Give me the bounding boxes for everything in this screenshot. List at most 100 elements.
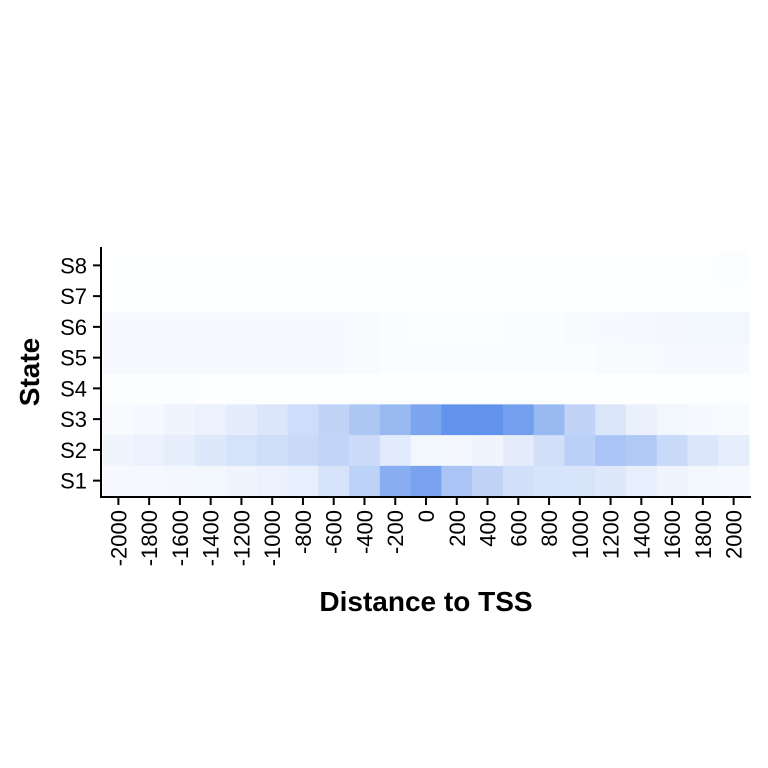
x-tick-label-200: 200	[445, 510, 470, 547]
heatmap-cell-s8-400	[472, 250, 504, 282]
heatmap-cell-s8-1200	[595, 250, 627, 282]
heatmap-cell-s4-1400	[625, 373, 658, 405]
heatmap-cell-s5--1000	[256, 342, 289, 374]
heatmap-cell-s4--1000	[256, 373, 289, 405]
heatmap-cell-s8-1400	[625, 250, 658, 282]
heatmap-cell-s4--600	[318, 373, 350, 405]
heatmap-cell-s6-400	[472, 311, 504, 343]
heatmap-cell-s4-1000	[564, 373, 596, 405]
heatmap-cell-s1-1200	[595, 465, 627, 497]
x-tick-label-1600: 1600	[660, 510, 685, 559]
heatmap-cell-s3-200	[441, 403, 473, 436]
heatmap-cell-s1--1200	[226, 465, 258, 497]
heatmap-cell-s5-1800	[687, 342, 719, 374]
heatmap-cell-s5-1000	[564, 342, 596, 374]
x-tick-label-1000: 1000	[568, 510, 593, 559]
heatmap-cell-s5-800	[533, 342, 566, 374]
heatmap-cell-s4--1200	[226, 373, 258, 405]
heatmap-cell-s3--1800	[133, 403, 166, 436]
heatmap-cell-s5-400	[472, 342, 504, 374]
heatmap-cell-s7--400	[349, 280, 381, 313]
x-tick-label--1600: -1600	[168, 510, 193, 566]
heatmap-cell-s4--800	[287, 373, 319, 405]
heatmap-cell-s6--800	[287, 311, 319, 343]
heatmap-cell-s7--1600	[164, 280, 196, 313]
heatmap-cell-s4-200	[441, 373, 473, 405]
heatmap-cell-s6--1600	[164, 311, 196, 343]
heatmap-cell-s5-0	[410, 342, 442, 374]
heatmap-cell-s6-2000	[718, 311, 750, 343]
heatmap-cell-s1--800	[287, 465, 319, 497]
heatmap-cell-s1-400	[472, 465, 504, 497]
y-tick-label-s8: S8	[60, 253, 87, 278]
heatmap-cell-s7-1600	[656, 280, 689, 313]
x-axis-ticks: -2000 -1800 -1600 -1400 -1200 -1000 -800 -600 -4…	[106, 497, 747, 566]
y-tick-label-s6: S6	[60, 315, 87, 340]
x-tick-label-1200: 1200	[599, 510, 624, 559]
heatmap-cell-s2-400	[472, 434, 504, 466]
heatmap-cell-s6-1000	[564, 311, 596, 343]
x-tick-label--600: -600	[322, 510, 347, 554]
heatmap-cell-s3--200	[379, 403, 412, 436]
heatmap-cell-s5--400	[349, 342, 381, 374]
heatmap-cell-s4-800	[533, 373, 566, 405]
heatmap-cell-s6-200	[441, 311, 473, 343]
heatmap-cell-s2--400	[349, 434, 381, 466]
heatmap-cell-s3-1000	[564, 403, 596, 436]
heatmap-cell-s4-1200	[595, 373, 627, 405]
x-tick-label--1000: -1000	[260, 510, 285, 566]
heatmap-cell-s6--1000	[256, 311, 289, 343]
heatmap-cell-s7-400	[472, 280, 504, 313]
x-tick-label--2000: -2000	[106, 510, 131, 566]
heatmap-cell-s8--800	[287, 250, 319, 282]
heatmap-cell-s8--1000	[256, 250, 289, 282]
heatmap-cell-s3--400	[349, 403, 381, 436]
heatmap-cell-s4--400	[349, 373, 381, 405]
heatmap-cell-s1-0	[410, 465, 442, 497]
heatmap-cell-s1-1800	[687, 465, 719, 497]
heatmap-cell-s8-0	[410, 250, 442, 282]
heatmap-cell-s3-600	[502, 403, 535, 436]
x-tick-label--800: -800	[291, 510, 316, 554]
heatmap-cell-s6--1400	[195, 311, 227, 343]
heatmap-cell-s8-800	[533, 250, 566, 282]
heatmap-cell-s1--600	[318, 465, 350, 497]
heatmap-cell-s1-800	[533, 465, 566, 497]
heatmap-cell-s2-800	[533, 434, 566, 466]
heatmap-cell-s2--1000	[256, 434, 289, 466]
heatmap-cell-s2--200	[379, 434, 412, 466]
heatmap-cell-s4-0	[410, 373, 442, 405]
heatmap-cell-s5--1800	[133, 342, 166, 374]
heatmap-cell-s2--800	[287, 434, 319, 466]
y-tick-label-s3: S3	[60, 407, 87, 432]
heatmap-cell-s7--200	[379, 280, 412, 313]
heatmap-cell-s1--1800	[133, 465, 166, 497]
heatmap-cell-s5--600	[318, 342, 350, 374]
heatmap-cell-s4--1400	[195, 373, 227, 405]
heatmap-cell-s1--200	[379, 465, 412, 497]
heatmap-cell-s7-0	[410, 280, 442, 313]
x-tick-label--400: -400	[352, 510, 377, 554]
heatmap-cell-s4-1600	[656, 373, 689, 405]
heatmap-cell-s6-800	[533, 311, 566, 343]
heatmap-cell-s3--800	[287, 403, 319, 436]
heatmap-cell-s3-1200	[595, 403, 627, 436]
heatmap-cell-s2-1400	[625, 434, 658, 466]
heatmap-cell-s8-200	[441, 250, 473, 282]
heatmap-cell-s2--2000	[103, 434, 135, 466]
heatmap-cell-s3-1600	[656, 403, 689, 436]
heatmap-cell-s3-1800	[687, 403, 719, 436]
heatmap-cells	[103, 250, 750, 497]
heatmap-cell-s3--1200	[226, 403, 258, 436]
heatmap-cell-s7-200	[441, 280, 473, 313]
heatmap-cell-s1--2000	[103, 465, 135, 497]
heatmap-cell-s3-400	[472, 403, 504, 436]
heatmap-cell-s2-200	[441, 434, 473, 466]
heatmap-cell-s1-200	[441, 465, 473, 497]
y-tick-label-s7: S7	[60, 284, 87, 309]
x-tick-label-2000: 2000	[722, 510, 747, 559]
heatmap-cell-s2--1800	[133, 434, 166, 466]
heatmap-cell-s8--200	[379, 250, 412, 282]
